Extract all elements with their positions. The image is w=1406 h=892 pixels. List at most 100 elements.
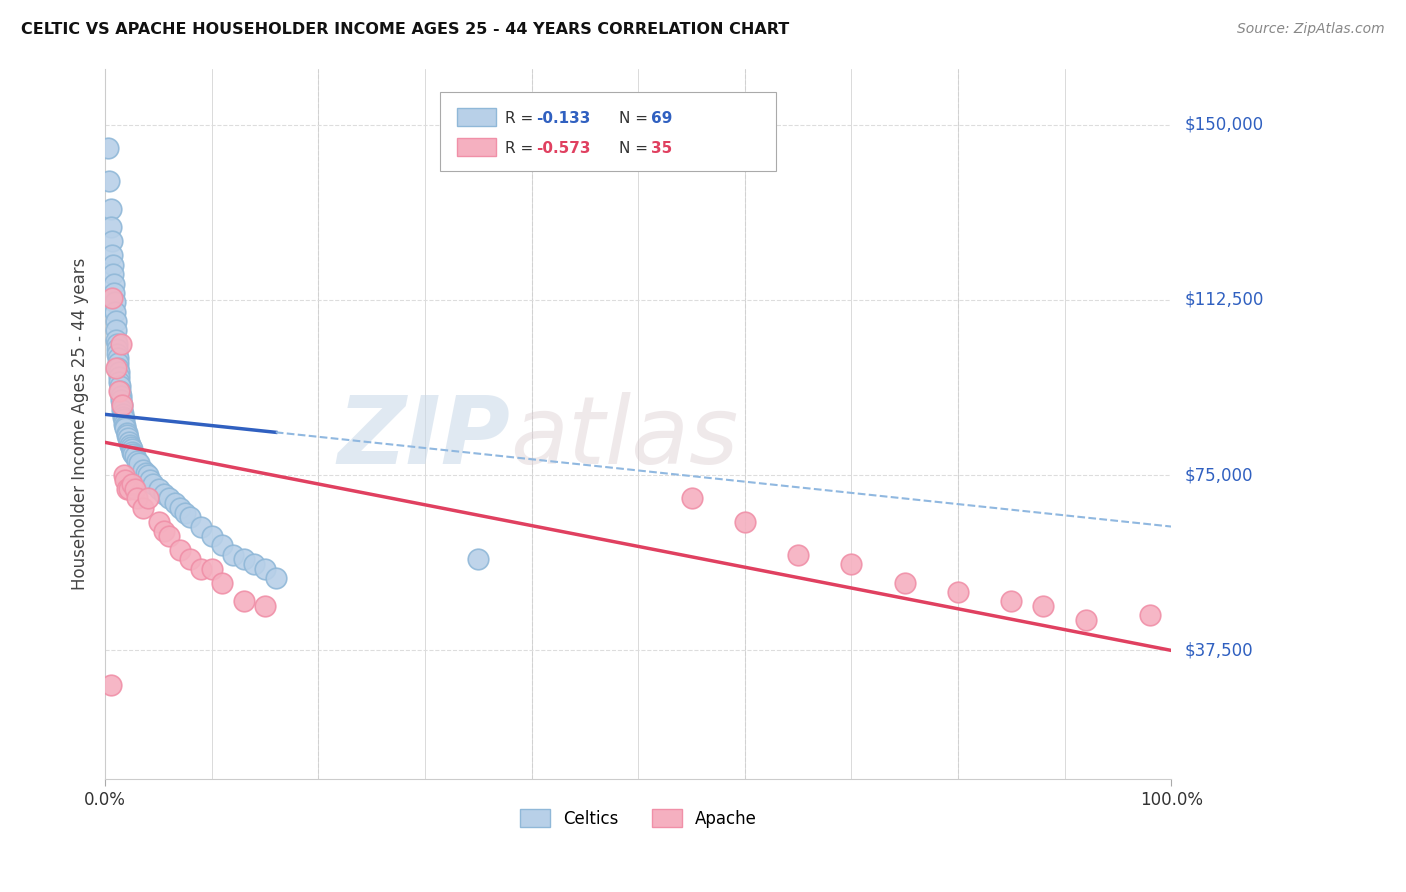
Point [734, 515, 756, 529]
Point [108, 370, 131, 384]
Point [169, 542, 191, 557]
Point [787, 548, 810, 562]
Point [211, 575, 233, 590]
Point [841, 557, 863, 571]
Point [893, 575, 915, 590]
Point [108, 365, 131, 379]
Text: $112,500: $112,500 [1185, 291, 1264, 309]
Point [1139, 608, 1161, 623]
Point [100, 291, 122, 305]
Point [104, 295, 127, 310]
Text: ZIP: ZIP [337, 392, 510, 484]
Point [122, 447, 145, 461]
Point [110, 389, 132, 403]
Point [108, 384, 131, 398]
Point [108, 384, 131, 398]
Point [104, 333, 127, 347]
Point [163, 496, 186, 510]
Point [114, 473, 136, 487]
Point [142, 477, 165, 491]
Point [467, 552, 489, 566]
Text: N =: N = [619, 141, 652, 156]
Point [232, 594, 254, 608]
Text: R =: R = [505, 111, 538, 126]
Point [1000, 594, 1022, 608]
Point [111, 402, 134, 417]
Point [121, 477, 143, 491]
Text: $37,500: $37,500 [1185, 641, 1254, 659]
Text: $150,000: $150,000 [1185, 116, 1264, 134]
Point [136, 468, 159, 483]
Point [100, 202, 122, 216]
Y-axis label: Householder Income Ages 25 - 44 years: Householder Income Ages 25 - 44 years [72, 258, 89, 590]
Point [201, 561, 224, 575]
Point [179, 552, 201, 566]
Legend: Celtics, Apache: Celtics, Apache [513, 803, 763, 835]
Point [98, 174, 121, 188]
Point [118, 438, 141, 452]
Text: atlas: atlas [510, 392, 738, 483]
Point [1074, 613, 1097, 627]
Point [112, 468, 135, 483]
Point [127, 454, 149, 468]
Point [103, 285, 125, 300]
Point [118, 482, 141, 496]
Point [105, 342, 128, 356]
Point [124, 482, 146, 496]
Point [117, 431, 139, 445]
Point [107, 356, 129, 370]
Point [254, 599, 277, 613]
Point [681, 491, 703, 506]
Point [157, 529, 180, 543]
Point [104, 360, 127, 375]
Point [104, 323, 127, 337]
Point [124, 450, 146, 464]
Text: R =: R = [505, 141, 538, 156]
Point [121, 444, 143, 458]
Point [100, 248, 122, 262]
Point [254, 561, 277, 575]
Point [222, 548, 245, 562]
Point [264, 571, 287, 585]
Point [174, 506, 197, 520]
Point [128, 457, 150, 471]
Point [1032, 599, 1054, 613]
Point [243, 557, 266, 571]
Point [148, 515, 170, 529]
Point [153, 487, 176, 501]
Point [114, 421, 136, 435]
Point [190, 519, 212, 533]
Point [101, 258, 124, 272]
Point [112, 417, 135, 431]
Point [121, 442, 143, 457]
Point [104, 314, 127, 328]
Point [100, 220, 122, 235]
Point [115, 482, 138, 496]
Point [120, 440, 142, 454]
Point [211, 538, 233, 552]
Point [131, 463, 153, 477]
Point [111, 398, 134, 412]
Point [107, 351, 129, 366]
Text: Source: ZipAtlas.com: Source: ZipAtlas.com [1237, 22, 1385, 37]
Text: N =: N = [619, 111, 652, 126]
Point [169, 500, 191, 515]
Point [135, 466, 157, 480]
Point [105, 337, 128, 351]
Point [97, 141, 120, 155]
Text: $75,000: $75,000 [1185, 467, 1254, 484]
Point [110, 393, 132, 408]
Point [148, 482, 170, 496]
Point [105, 346, 128, 360]
Point [100, 235, 122, 249]
Point [946, 585, 969, 599]
Point [153, 524, 176, 539]
Point [190, 561, 212, 575]
Point [201, 529, 224, 543]
Point [110, 337, 132, 351]
Point [112, 409, 135, 424]
Text: 35: 35 [651, 141, 672, 156]
Point [157, 491, 180, 506]
Point [103, 277, 125, 291]
Text: 69: 69 [651, 111, 672, 126]
